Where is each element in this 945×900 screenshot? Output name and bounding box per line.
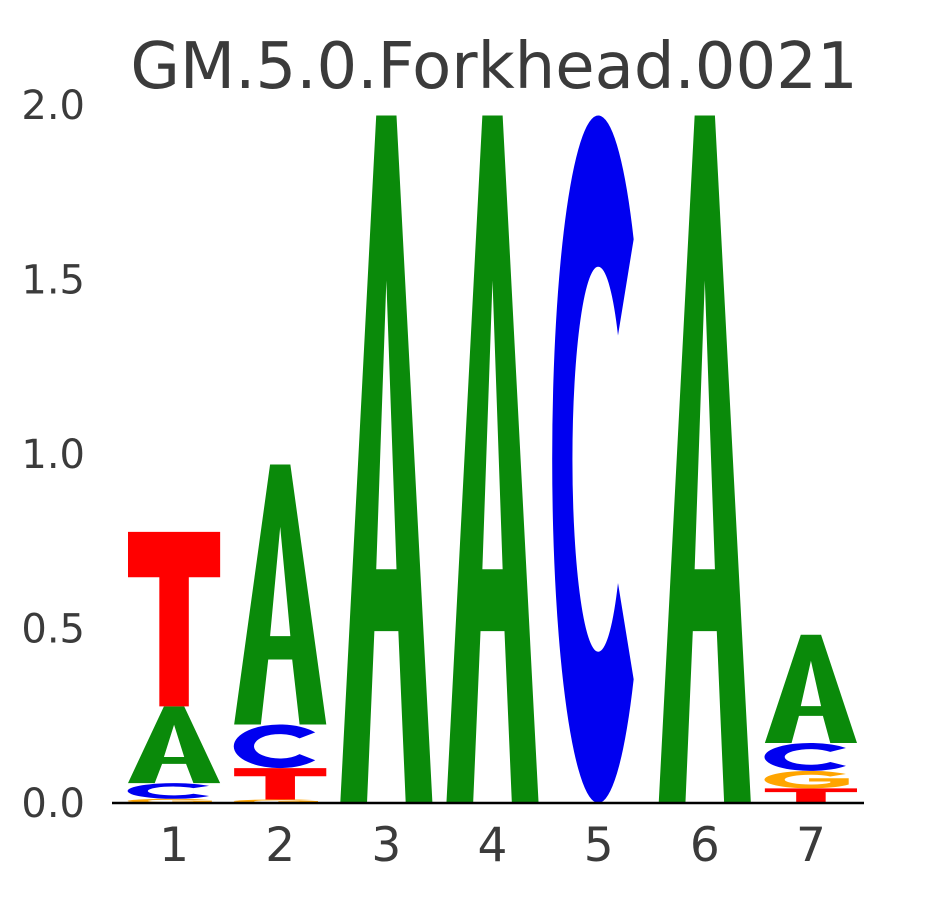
logo-letter-stacks [127, 115, 857, 804]
y-tick-label-0.0: 0.0 [21, 781, 85, 827]
y-axis-tick-labels: 0.0 0.5 1.0 1.5 2.0 [21, 83, 85, 827]
logo-column-6 [658, 115, 751, 804]
y-tick-label-1.0: 1.0 [21, 432, 85, 478]
x-axis-tick-labels: 1 2 3 4 5 6 7 [159, 818, 826, 873]
x-tick-label-2: 2 [265, 818, 295, 873]
logo-column-2 [233, 464, 327, 803]
logo-letter-T-pos-1 [128, 531, 221, 707]
logo-column-7 [764, 634, 857, 803]
logo-letter-A-pos-3 [340, 115, 433, 804]
y-tick-label-2.0: 2.0 [21, 83, 85, 129]
logo-letter-C-pos-5 [552, 115, 634, 804]
logo-letter-A-pos-1 [128, 706, 221, 784]
logo-letter-C-pos-7 [764, 742, 846, 771]
logo-column-4 [446, 115, 539, 804]
x-tick-label-7: 7 [796, 818, 826, 873]
x-tick-label-4: 4 [478, 818, 508, 873]
logo-column-1 [127, 531, 221, 803]
chart-title: GM.5.0.Forkhead.0021 [130, 30, 857, 104]
logo-letter-A-pos-4 [446, 115, 539, 804]
logo-letter-A-pos-2 [234, 464, 327, 725]
logo-letter-C-pos-2 [233, 724, 316, 769]
y-tick-label-0.5: 0.5 [21, 607, 85, 653]
y-tick-label-1.5: 1.5 [21, 258, 85, 304]
x-tick-label-1: 1 [159, 818, 189, 873]
logo-column-5 [552, 115, 634, 804]
logo-letter-T-pos-7 [764, 788, 857, 803]
logo-letter-A-pos-6 [658, 115, 751, 804]
logo-letter-C-pos-1 [127, 783, 210, 799]
x-tick-label-6: 6 [690, 818, 720, 873]
logo-letter-A-pos-7 [764, 634, 857, 743]
logo-letter-G-pos-7 [764, 770, 849, 789]
logo-column-3 [340, 115, 433, 804]
x-tick-label-3: 3 [371, 818, 401, 873]
x-tick-label-5: 5 [584, 818, 614, 873]
logo-letter-T-pos-2 [234, 768, 327, 800]
